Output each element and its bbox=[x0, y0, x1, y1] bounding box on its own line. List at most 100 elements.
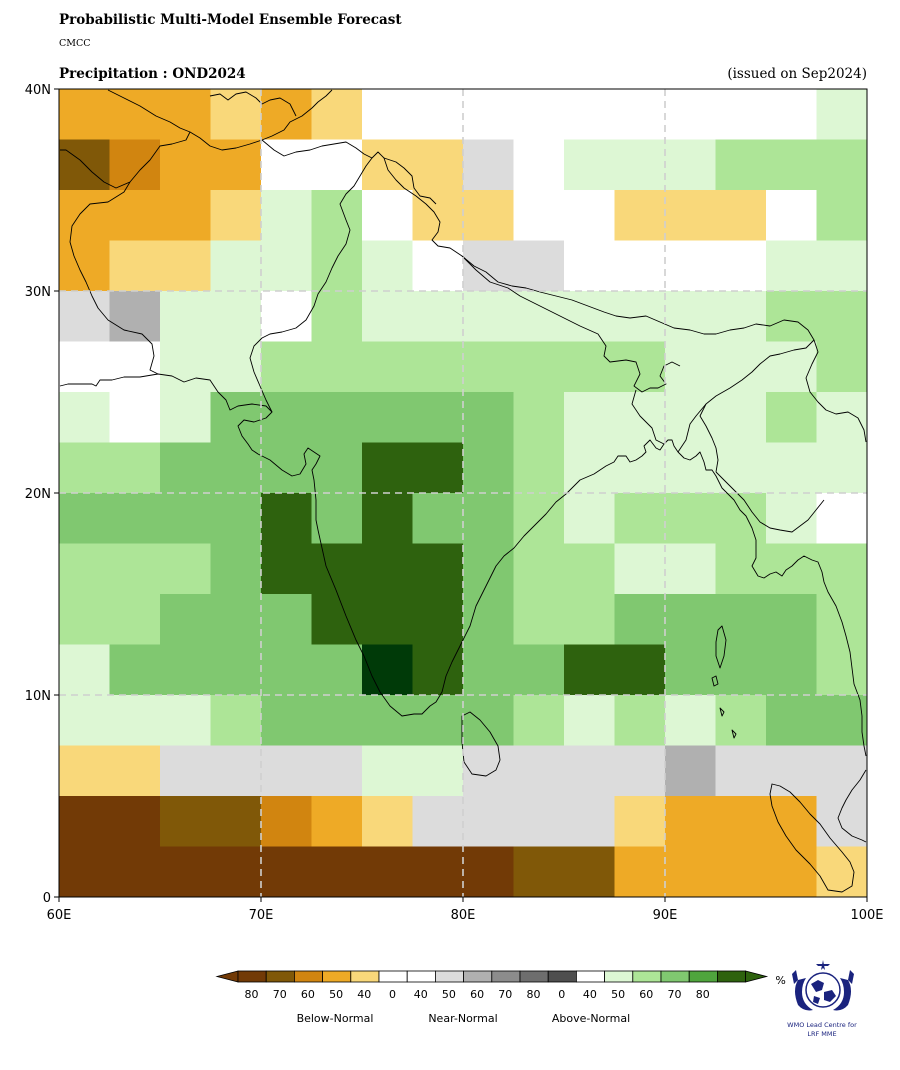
grid-cell bbox=[564, 796, 615, 847]
grid-cell bbox=[362, 745, 413, 797]
grid-cell bbox=[261, 796, 312, 847]
grid-cell bbox=[311, 745, 363, 797]
grid-cell bbox=[311, 695, 363, 746]
grid-cell bbox=[564, 291, 615, 342]
grid-cell bbox=[513, 493, 565, 544]
grid-cell bbox=[766, 89, 817, 140]
grid-cell bbox=[816, 291, 868, 342]
gridlines bbox=[59, 89, 867, 897]
boundary-myanmar bbox=[805, 339, 867, 443]
grid-cell bbox=[210, 745, 262, 797]
grid-cell bbox=[311, 493, 363, 544]
grid-cell bbox=[109, 594, 161, 645]
grid-cell bbox=[513, 594, 565, 645]
grid-cell bbox=[665, 392, 716, 443]
x-tick-label: 70E bbox=[249, 908, 274, 923]
grid-cell bbox=[614, 543, 666, 595]
grid-cell bbox=[665, 695, 716, 746]
grid-cell bbox=[311, 846, 363, 898]
nicobar-islands bbox=[719, 707, 737, 739]
grid-cell bbox=[311, 644, 363, 696]
grid-cell bbox=[665, 594, 716, 645]
grid-cell bbox=[715, 89, 767, 140]
grid-cell bbox=[160, 139, 211, 191]
grid-cell bbox=[160, 695, 211, 746]
boundary-north2 bbox=[209, 91, 297, 117]
grid-cell bbox=[513, 190, 565, 241]
grid-cell bbox=[412, 442, 464, 494]
grid-cell bbox=[261, 291, 312, 342]
grid-cell bbox=[412, 240, 464, 292]
legend-swatch bbox=[688, 970, 718, 983]
grid-cell bbox=[564, 695, 615, 746]
grid-cell bbox=[362, 190, 413, 241]
grid-cell bbox=[261, 493, 312, 544]
grid-cell bbox=[816, 594, 868, 645]
grid-cell bbox=[109, 190, 161, 241]
grid-cell bbox=[160, 543, 211, 595]
grid-cell bbox=[210, 341, 262, 393]
boundary-ladakh bbox=[383, 157, 437, 205]
grid-cell bbox=[665, 442, 716, 494]
grid-cell bbox=[816, 442, 868, 494]
boundary-bangladesh bbox=[631, 389, 707, 453]
grid-cell bbox=[463, 442, 514, 494]
variable-season-label: Precipitation : OND2024 bbox=[59, 66, 246, 82]
legend-tick-label: 70 bbox=[668, 988, 682, 1001]
grid-cell bbox=[766, 543, 817, 595]
grid-cell bbox=[564, 139, 615, 191]
grid-cell bbox=[59, 291, 110, 342]
grid-cell bbox=[210, 493, 262, 544]
grid-cell bbox=[614, 644, 666, 696]
grid-cell bbox=[412, 594, 464, 645]
grid-cell bbox=[463, 341, 514, 393]
y-tick-label: 40N bbox=[25, 83, 51, 98]
grid-cell bbox=[362, 341, 413, 393]
grid-cell bbox=[463, 594, 514, 645]
grid-cell bbox=[362, 493, 413, 544]
grid-cell bbox=[564, 89, 615, 140]
grid-cell bbox=[665, 745, 716, 797]
legend-group-label: Below-Normal bbox=[297, 1012, 374, 1025]
grid-cell bbox=[109, 291, 161, 342]
grid-cell bbox=[261, 745, 312, 797]
grid-cell bbox=[513, 846, 565, 898]
grid-cell bbox=[766, 594, 817, 645]
grid-cell bbox=[816, 745, 868, 797]
grid-cell bbox=[665, 89, 716, 140]
probability-grid bbox=[59, 89, 868, 898]
grid-cell bbox=[463, 190, 514, 241]
grid-cell bbox=[614, 442, 666, 494]
grid-cell bbox=[210, 644, 262, 696]
legend-swatch bbox=[293, 970, 323, 983]
grid-cell bbox=[362, 846, 413, 898]
grid-cell bbox=[614, 594, 666, 645]
grid-cell bbox=[766, 240, 817, 292]
x-tick-label: 90E bbox=[653, 908, 678, 923]
grid-cell bbox=[59, 695, 110, 746]
grid-cell bbox=[59, 89, 110, 140]
legend-tick-label: 40 bbox=[357, 988, 371, 1001]
grid-cell bbox=[816, 493, 868, 544]
legend-swatch bbox=[576, 970, 606, 983]
grid-cell bbox=[665, 846, 716, 898]
grid-cell bbox=[766, 846, 817, 898]
grid-cell bbox=[210, 291, 262, 342]
grid-cell bbox=[59, 846, 110, 898]
grid-cell bbox=[311, 543, 363, 595]
grid-cell bbox=[463, 291, 514, 342]
grid-cell bbox=[513, 644, 565, 696]
grid-cell bbox=[463, 745, 514, 797]
legend-swatch bbox=[660, 970, 690, 983]
grid-cell bbox=[614, 796, 666, 847]
grid-cell bbox=[715, 291, 767, 342]
grid-cell bbox=[412, 796, 464, 847]
grid-cell bbox=[261, 543, 312, 595]
logo-line-2: LRF MME bbox=[807, 1030, 837, 1038]
x-tick-label: 60E bbox=[47, 908, 72, 923]
legend-swatch bbox=[632, 970, 662, 983]
grid-cell bbox=[463, 543, 514, 595]
grid-cell bbox=[160, 442, 211, 494]
grid-cell bbox=[816, 341, 868, 393]
